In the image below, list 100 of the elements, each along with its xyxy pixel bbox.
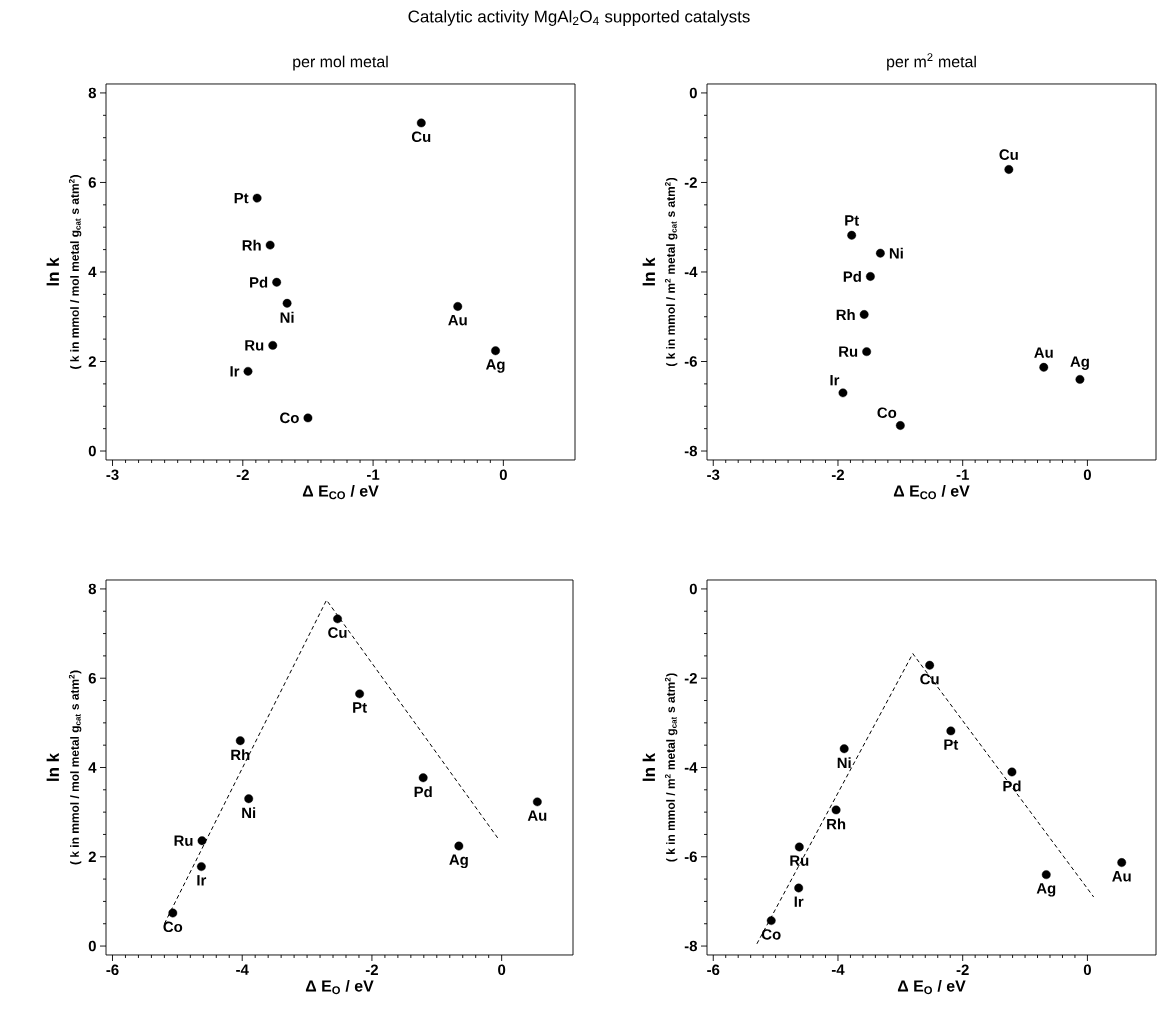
point xyxy=(839,744,849,754)
point xyxy=(453,302,463,311)
y-axis-title: ln k xyxy=(642,752,655,781)
annotation: Pd xyxy=(414,786,432,798)
point xyxy=(794,883,804,893)
point xyxy=(1007,767,1017,777)
annotation: Pt xyxy=(353,702,367,713)
annotation: Ru xyxy=(174,835,193,846)
x-tick-label: -4 xyxy=(831,964,845,975)
y-axis-title: ln k xyxy=(46,752,59,781)
point xyxy=(862,347,872,357)
point xyxy=(196,862,206,871)
annotation: Ir xyxy=(197,875,207,886)
annotation: Rh xyxy=(231,749,250,761)
y-tick-label: 0 xyxy=(689,87,697,99)
point xyxy=(794,842,804,852)
point xyxy=(925,660,935,670)
point xyxy=(1117,858,1127,867)
annotation: Pt xyxy=(944,739,959,750)
annotation: Ir xyxy=(794,896,804,907)
point xyxy=(355,689,365,699)
text: ( k in mmol / mol metal g$_{cat}$ s atm$^{2}$) xyxy=(68,670,82,865)
x-tick-label: -1 xyxy=(367,469,380,480)
x-axis-title: Δ E$_{O}$ / eV xyxy=(305,979,374,995)
y-tick-label: 6 xyxy=(88,672,96,684)
annotation: Co xyxy=(280,412,299,424)
annotation: Rh xyxy=(827,818,846,830)
annotation: Rh xyxy=(242,239,261,251)
annotation: Ir xyxy=(830,375,840,386)
point xyxy=(282,298,292,308)
y-tick-label: -4 xyxy=(684,266,698,278)
annotation: Pd xyxy=(1003,780,1021,792)
annotation: Cu xyxy=(328,627,347,638)
annotation: Au xyxy=(527,810,547,821)
point xyxy=(418,773,428,783)
annotation: Ag xyxy=(1070,356,1089,370)
text: ( k in mmol / mol metal g$_{cat}$ s atm$^{2}$) xyxy=(68,175,82,369)
chart-title: Catalytic activity MgAl$_{2}$O$_{4}$ supported catalysts xyxy=(408,10,750,26)
x-tick-label: -6 xyxy=(707,964,720,976)
annotation: Cu xyxy=(999,149,1018,160)
point xyxy=(859,310,869,319)
y-tick-label: 0 xyxy=(88,445,96,457)
annotation: Pd xyxy=(250,276,268,288)
x-tick-label: 0 xyxy=(1083,964,1091,976)
point xyxy=(333,614,342,624)
y-tick-label: 4 xyxy=(88,266,97,278)
annotation: Pd xyxy=(843,270,861,282)
point xyxy=(831,805,841,815)
annotation: Cu xyxy=(411,131,431,143)
annotation: Ni xyxy=(837,757,851,769)
point xyxy=(416,118,426,128)
annotation: Ni xyxy=(242,807,256,819)
x-tick-label: -3 xyxy=(707,469,720,481)
y-tick-label: -8 xyxy=(684,445,698,457)
y-axis-title: ln k xyxy=(46,257,59,286)
x-axis-title: Δ E$_{CO}$ / eV xyxy=(302,484,379,500)
y-tick-label: 8 xyxy=(88,583,97,595)
annotation: Cu xyxy=(920,673,939,685)
point xyxy=(895,421,905,430)
annotation: Ni xyxy=(889,247,903,259)
annotation: Pt xyxy=(845,215,859,226)
point xyxy=(1041,870,1051,880)
x-tick-label: 0 xyxy=(499,469,507,481)
annotation: Ag xyxy=(449,854,468,869)
annotation: Co xyxy=(877,407,897,418)
point xyxy=(272,277,282,287)
x-tick-label: -4 xyxy=(236,964,249,975)
point xyxy=(866,272,875,281)
annotation: Au xyxy=(448,314,467,326)
x-tick-label: -2 xyxy=(236,469,249,480)
point xyxy=(235,736,245,746)
y-tick-label: 0 xyxy=(689,583,697,595)
x-tick-label: -3 xyxy=(106,469,119,481)
y-tick-label: -6 xyxy=(684,356,697,367)
annotation: Co xyxy=(761,929,781,940)
annotation: Au xyxy=(1112,871,1131,882)
y-tick-label: -6 xyxy=(684,851,697,863)
y-tick-label: -2 xyxy=(684,177,697,188)
point xyxy=(252,193,262,203)
annotation: Ru xyxy=(790,855,809,866)
x-tick-label: -1 xyxy=(956,469,969,480)
annotation: Ir xyxy=(230,366,240,377)
point xyxy=(197,836,207,846)
point xyxy=(303,413,313,423)
x-axis-title: Δ E$_{O}$ / eV xyxy=(897,979,966,995)
annotation: Au xyxy=(1034,347,1053,358)
point xyxy=(265,240,275,250)
y-tick-label: -2 xyxy=(684,672,697,684)
x-tick-label: -2 xyxy=(365,964,378,975)
text: ( k in mmol / m$^{2}$ metal g$_{cat}$ s atm$^{2}$) xyxy=(664,673,678,862)
x-tick-label: -2 xyxy=(956,964,969,975)
annotation: Ru xyxy=(245,340,264,351)
point xyxy=(1004,165,1014,174)
x-tick-label: -2 xyxy=(831,469,845,480)
chart-subtitle: per m$^{2}$ metal xyxy=(887,53,976,71)
text: ( k in mmol / m$^{2}$ metal g$_{cat}$ s atm$^{2}$) xyxy=(664,177,678,367)
point xyxy=(168,908,178,918)
point xyxy=(875,248,885,258)
chart-subtitle: per mol metal xyxy=(293,55,388,71)
point xyxy=(766,916,776,926)
